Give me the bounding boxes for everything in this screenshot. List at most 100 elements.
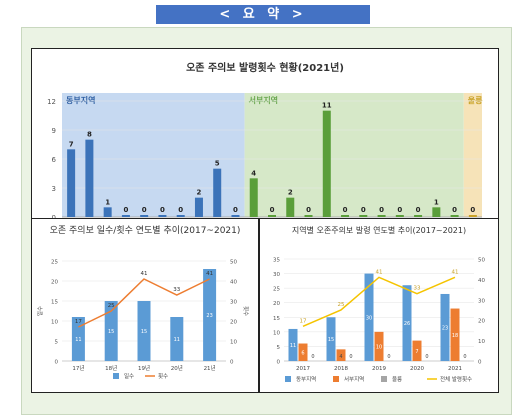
data-label: 0	[233, 206, 238, 214]
bar	[176, 215, 185, 217]
legend-label: 전체 발령횟수	[440, 375, 472, 383]
y-left-tick-label: 25	[273, 287, 280, 293]
y-right-tick-label: 10	[478, 339, 485, 345]
y-left-tick-label: 20	[51, 280, 58, 286]
data-label: 10	[376, 344, 382, 350]
y-right-tick-label: 0	[230, 360, 234, 366]
data-label: 4	[339, 354, 342, 360]
data-label: 0	[178, 206, 183, 214]
region-background	[463, 93, 482, 217]
data-label: 2	[288, 189, 293, 197]
legend-label: 일수	[124, 372, 134, 380]
y-right-tick-label: 40	[478, 278, 485, 284]
series-line	[302, 276, 456, 328]
x-tick-label: 2017	[296, 366, 310, 372]
bar	[432, 207, 441, 217]
bar	[288, 328, 298, 361]
bar	[286, 197, 295, 217]
y-left-label: 일수	[36, 306, 44, 316]
bar	[103, 207, 112, 217]
summary-panel: 오존 주의보 발령횟수 현황(2021년) 동부지역서부지역울릉0369127포…	[21, 27, 512, 415]
data-label: 2	[197, 189, 202, 197]
data-label: 5	[215, 160, 220, 168]
y-left-tick-label: 0	[55, 360, 59, 366]
legend-label: 울릉	[392, 376, 402, 383]
data-label: 0	[311, 354, 314, 360]
data-label: 7	[69, 140, 74, 148]
line-data-label: 17	[300, 318, 307, 324]
legend-swatch	[113, 373, 119, 379]
legend-swatch	[285, 376, 291, 382]
x-tick-label: 2019	[372, 366, 386, 372]
bar	[395, 215, 404, 217]
chart-title: 오존 주의보 일수/횟수 연도별 추이(2017~2021)	[50, 224, 241, 236]
data-label: 0	[306, 206, 311, 214]
y-right-tick-label: 30	[230, 300, 237, 306]
y-right-tick-label: 50	[478, 258, 485, 264]
data-label: 11	[75, 337, 81, 343]
bar	[359, 215, 368, 217]
data-label: 0	[452, 206, 457, 214]
y-right-tick-label: 20	[230, 320, 237, 326]
data-label: 0	[463, 354, 466, 360]
y-right-tick-label: 50	[230, 260, 237, 266]
data-label: 0	[425, 354, 428, 360]
bar	[268, 215, 276, 217]
x-tick-label: 18년	[105, 364, 117, 372]
bar	[412, 340, 422, 361]
y-right-tick-label: 40	[230, 280, 237, 286]
data-label: 0	[416, 206, 421, 214]
line-data-label: 41	[452, 269, 459, 275]
data-label: 26	[404, 321, 410, 327]
bar	[203, 269, 217, 361]
chart-2021-svg: 오존 주의보 발령횟수 현황(2021년) 동부지역서부지역울릉0369127포…	[47, 61, 483, 230]
region-label: 울릉	[468, 95, 483, 105]
y-tick-label: 12	[47, 98, 56, 106]
y-right-tick-label: 10	[230, 340, 237, 346]
x-tick-label: 2018	[334, 366, 348, 372]
bar	[450, 215, 459, 217]
bar	[402, 285, 412, 361]
bar	[67, 149, 76, 217]
data-label: 0	[387, 354, 390, 360]
x-tick-label: 21년	[204, 364, 216, 372]
y-left-tick-label: 10	[51, 320, 58, 326]
x-tick-label: 17년	[72, 364, 84, 372]
data-label: 0	[270, 206, 275, 214]
y-left-tick-label: 30	[273, 272, 280, 278]
y-right-label: 횟수	[242, 306, 250, 316]
chart-title: 지역별 오존주의보 발령 연도별 추이(2017~2021)	[292, 225, 466, 235]
chart-yearly-days-count: 오존 주의보 일수/횟수 연도별 추이(2017~2021) 0 5 10 15 20 2…	[31, 218, 259, 393]
line-data-label: 41	[206, 271, 213, 277]
legend-label: 횟수	[158, 372, 168, 380]
bar	[158, 215, 167, 217]
x-tick-label: 19년	[138, 364, 150, 372]
data-label: 0	[123, 206, 128, 214]
bar	[450, 308, 460, 361]
line-data-label: 41	[141, 271, 148, 277]
y-left-tick-label: 25	[51, 260, 58, 266]
x-tick-label: 20년	[171, 364, 183, 372]
bar	[377, 215, 386, 217]
chart-yearly-svg: 오존 주의보 일수/횟수 연도별 추이(2017~2021) 0 5 10 15 20 2…	[36, 224, 250, 380]
bar	[374, 331, 384, 361]
bar	[336, 349, 346, 361]
x-tick-label: 2021	[448, 366, 462, 372]
bar	[298, 343, 308, 361]
y-left-tick-label: 15	[51, 300, 58, 306]
x-tick-label: 2020	[410, 366, 424, 372]
data-label: 4	[251, 169, 256, 177]
chart-title: 오존 주의보 발령횟수 현황(2021년)	[186, 61, 344, 74]
data-label: 7	[415, 349, 418, 355]
bar	[468, 215, 477, 217]
line-data-label: 17	[75, 319, 82, 325]
region-label: 서부지역	[249, 95, 278, 105]
data-label: 0	[142, 206, 147, 214]
bar	[341, 215, 350, 217]
bar	[322, 110, 331, 217]
y-left-tick-label: 35	[273, 258, 280, 264]
y-tick-label: 3	[52, 185, 56, 193]
data-label: 0	[349, 354, 352, 360]
data-label: 0	[160, 206, 165, 214]
data-label: 15	[328, 337, 334, 343]
